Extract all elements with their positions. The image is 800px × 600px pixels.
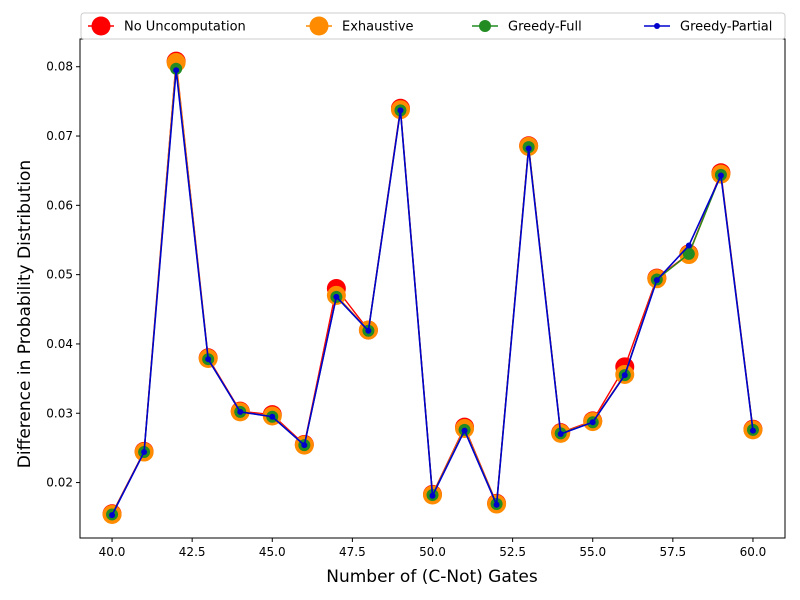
y-tick-label: 0.04 xyxy=(46,337,73,351)
data-point xyxy=(365,327,372,334)
x-axis-label: Number of (C-Not) Gates xyxy=(326,567,538,587)
data-point xyxy=(173,67,180,74)
legend-label: Greedy-Full xyxy=(508,20,582,35)
x-tick-label: 47.5 xyxy=(339,545,366,559)
data-point xyxy=(589,419,596,426)
x-tick-label: 60.0 xyxy=(740,545,767,559)
x-tick-label: 55.0 xyxy=(579,545,606,559)
data-point xyxy=(397,107,404,114)
data-point xyxy=(685,242,692,249)
legend-entry: No Uncomputation xyxy=(88,16,246,36)
data-point xyxy=(333,293,340,300)
data-point xyxy=(237,408,244,415)
legend-swatch-marker xyxy=(309,16,329,36)
x-tick-label: 52.5 xyxy=(499,545,526,559)
plot-area xyxy=(102,51,763,524)
data-point xyxy=(717,172,724,179)
data-point xyxy=(205,356,212,363)
legend-label: No Uncomputation xyxy=(124,20,246,35)
data-point xyxy=(749,427,756,434)
y-tick-label: 0.03 xyxy=(46,406,73,420)
y-tick-label: 0.07 xyxy=(46,129,73,143)
data-point xyxy=(269,413,276,420)
y-tick-label: 0.02 xyxy=(46,476,73,490)
data-point xyxy=(621,372,628,379)
data-point xyxy=(429,492,436,499)
data-point xyxy=(493,501,500,508)
legend-swatch-marker xyxy=(654,23,660,29)
legend-entry: Exhaustive xyxy=(306,16,414,36)
legend: No Uncomputation Exhaustive Greedy-Full Gre… xyxy=(80,12,786,40)
legend-swatch-marker xyxy=(479,20,491,32)
y-axis-label: Difference in Probability Distribution xyxy=(15,160,35,468)
y-tick-label: 0.05 xyxy=(46,268,73,282)
data-point xyxy=(461,427,468,434)
data-point xyxy=(557,431,564,438)
x-tick-label: 42.5 xyxy=(179,545,206,559)
y-tick-label: 0.06 xyxy=(46,198,73,212)
x-tick-label: 40.0 xyxy=(99,545,126,559)
series-3 xyxy=(109,67,756,519)
x-tick-label: 45.0 xyxy=(259,545,286,559)
data-point xyxy=(141,449,148,456)
legend-label: Exhaustive xyxy=(342,20,414,35)
legend-swatch-marker xyxy=(91,16,111,36)
legend-box xyxy=(80,12,786,40)
x-tick-label: 50.0 xyxy=(419,545,446,559)
x-tick-label: 57.5 xyxy=(659,545,686,559)
data-point xyxy=(301,442,308,449)
legend-label: Greedy-Partial xyxy=(680,20,772,35)
data-point xyxy=(525,145,532,152)
legend-entry: Greedy-Partial xyxy=(644,20,772,35)
y-tick-label: 0.08 xyxy=(46,60,73,74)
data-point xyxy=(682,247,695,260)
legend-entry: Greedy-Full xyxy=(472,20,582,35)
data-point xyxy=(653,277,660,284)
data-point xyxy=(109,512,116,519)
